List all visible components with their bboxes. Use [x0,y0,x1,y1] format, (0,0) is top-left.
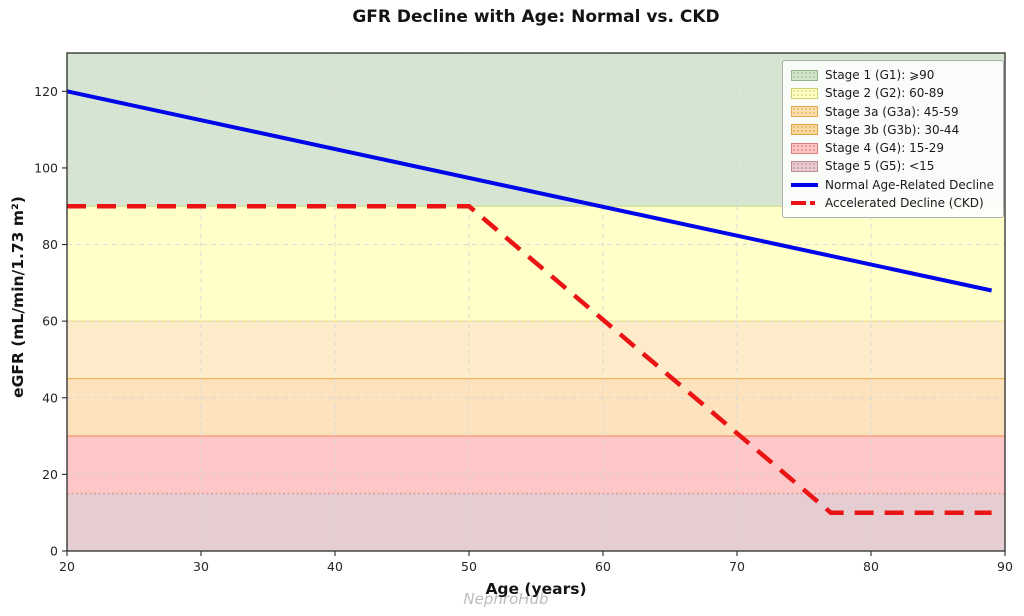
series-ckd-decline [67,203,992,515]
y-tick-label: 80 [42,237,58,252]
x-tick-label: 30 [193,559,209,574]
legend-line-swatch-ckd [791,200,818,205]
legend-item-stage-3b: Stage 3b (G3b): 30-44 [791,124,995,136]
legend-label: Stage 3b (G3b): 30-44 [825,122,960,137]
x-tick-label: 40 [327,559,343,574]
y-tick-label: 20 [42,467,58,482]
legend-label: Stage 3a (G3a): 45-59 [825,104,959,119]
x-tick-label: 50 [461,559,477,574]
plot-border [66,52,1006,552]
legend-item-stage-4: Stage 4 (G4): 15-29 [791,142,995,154]
x-tick-label: 70 [729,559,745,574]
x-tick-label: 20 [59,559,75,574]
y-tick-label: 100 [34,160,58,175]
legend-swatch-stage-4 [791,142,818,154]
legend: Stage 1 (G1): ⩾90 Stage 2 (G2): 60-89 St… [782,60,1004,218]
band-stage-4 [67,436,1005,494]
band-stage-3a [67,321,1005,379]
legend-line-swatch-normal [791,182,818,187]
legend-item-stage-2: Stage 2 (G2): 60-89 [791,87,995,99]
legend-swatch-stage-1 [791,69,818,81]
x-tick-label: 80 [863,559,879,574]
y-tick-label: 120 [34,84,58,99]
legend-swatch-stage-5 [791,160,818,172]
y-tick-label: 40 [42,390,58,405]
band-stage-3b [67,378,1005,437]
legend-swatch-stage-2 [791,87,818,99]
legend-swatch-stage-3b [791,124,818,136]
x-axis-label: Age (years) [485,580,587,598]
legend-item-stage-5: Stage 5 (G5): <15 [791,160,995,172]
band-stage-5 [67,493,1005,551]
legend-item-stage-3a: Stage 3a (G3a): 45-59 [791,106,995,118]
watermark: NephroHub [463,590,549,608]
legend-label: Accelerated Decline (CKD) [825,195,984,210]
legend-item-normal-decline: Normal Age-Related Decline [791,179,995,191]
legend-label: Stage 2 (G2): 60-89 [825,86,944,101]
legend-label: Stage 5 (G5): <15 [825,159,935,174]
y-tick-label: 60 [42,314,58,329]
chart-title: GFR Decline with Age: Normal vs. CKD [352,7,720,27]
legend-item-stage-1: Stage 1 (G1): ⩾90 [791,69,995,81]
legend-item-ckd-decline: Accelerated Decline (CKD) [791,197,995,209]
legend-label: Stage 4 (G4): 15-29 [825,141,944,156]
x-tick-label: 90 [997,559,1013,574]
y-axis-label: eGFR (mL/min/1.73 m²) [9,196,27,398]
y-tick-label: 0 [50,544,58,559]
x-tick-label: 60 [595,559,611,574]
legend-label: Normal Age-Related Decline [825,177,995,192]
legend-swatch-stage-3a [791,106,818,118]
series-normal-decline [66,89,993,293]
legend-label: Stage 1 (G1): ⩾90 [825,68,935,83]
